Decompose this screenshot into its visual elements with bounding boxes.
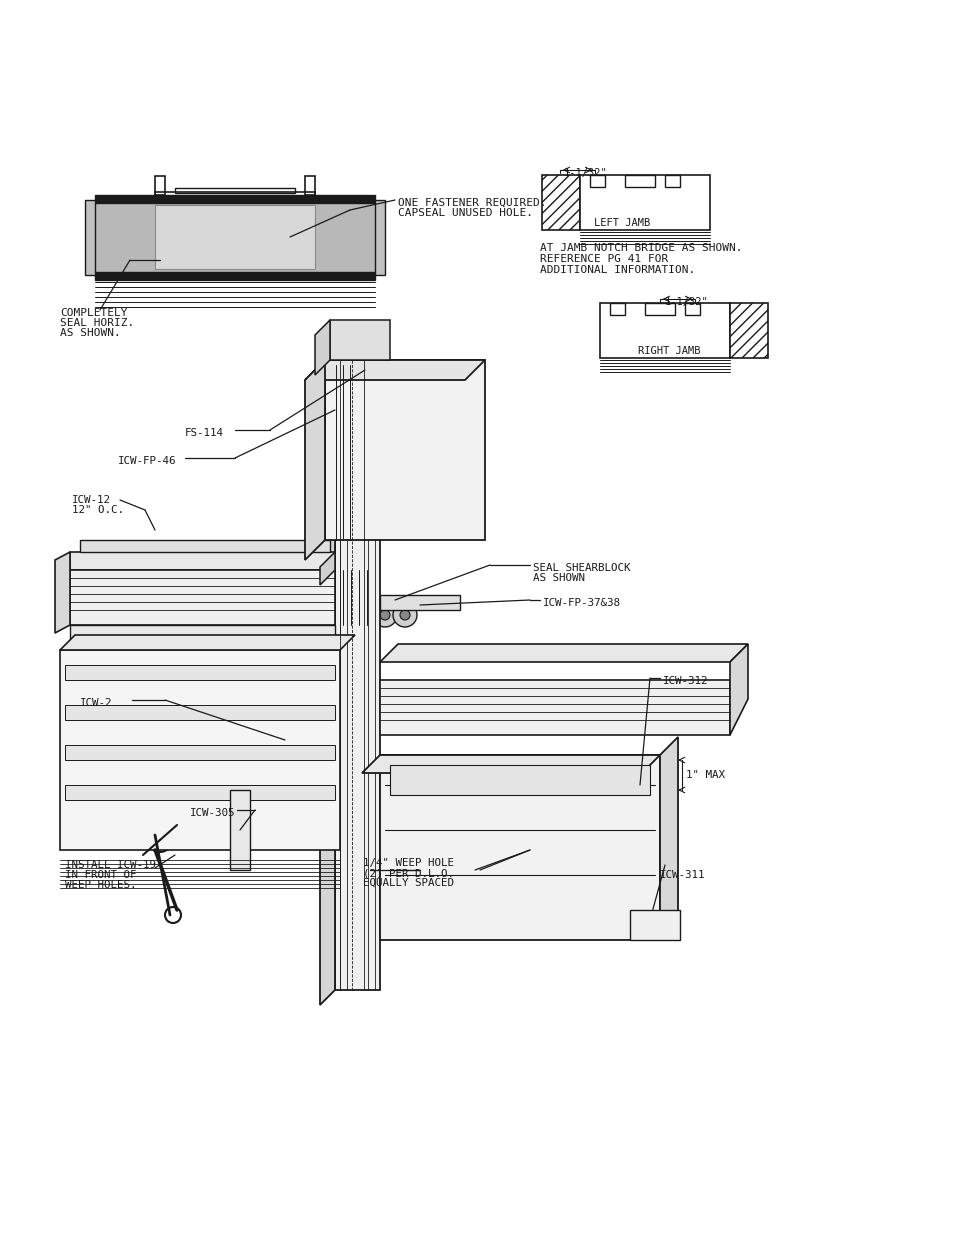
Polygon shape [70,571,335,625]
Text: 1/4" WEEP HOLE: 1/4" WEEP HOLE [363,858,454,868]
Polygon shape [379,643,747,662]
Polygon shape [379,595,459,610]
Bar [65,745,335,760]
Polygon shape [335,359,379,990]
Polygon shape [330,320,390,359]
Polygon shape [659,737,678,940]
Bar [95,272,375,280]
Polygon shape [60,635,355,650]
Circle shape [399,610,410,620]
Polygon shape [379,755,659,940]
Bar [154,177,165,195]
Text: ICW-2: ICW-2 [80,698,112,708]
Text: ONE FASTENER REQUIRED.: ONE FASTENER REQUIRED. [397,198,546,207]
Polygon shape [390,764,649,795]
Polygon shape [325,359,484,540]
Text: ICW-305: ICW-305 [190,808,235,818]
Text: WEEP HOLES.: WEEP HOLES. [65,881,136,890]
Text: 1-1/32": 1-1/32" [563,168,607,178]
Bar [154,205,314,269]
Polygon shape [55,552,70,634]
Bar [95,195,375,203]
Text: SEAL HORIZ.: SEAL HORIZ. [60,317,134,329]
Text: AS SHOWN.: AS SHOWN. [60,329,121,338]
Text: ICW-12: ICW-12 [71,495,111,505]
Polygon shape [305,359,325,559]
Text: IN FRONT OF: IN FRONT OF [65,869,136,881]
Bar [599,303,729,358]
Polygon shape [729,643,747,735]
Bar [729,303,767,358]
Text: SEAL SHEARBLOCK: SEAL SHEARBLOCK [533,563,630,573]
Polygon shape [305,359,484,380]
Polygon shape [319,359,379,375]
Polygon shape [60,650,339,850]
Bar [154,191,314,196]
Text: AT JAMB NOTCH BRIDGE AS SHOWN.: AT JAMB NOTCH BRIDGE AS SHOWN. [539,243,741,253]
Text: EQUALLY SPACED: EQUALLY SPACED [363,878,454,888]
Polygon shape [85,200,95,275]
Polygon shape [379,680,729,735]
Bar [541,175,579,230]
Text: REFERENCE PG 41 FOR: REFERENCE PG 41 FOR [539,254,667,264]
Circle shape [373,603,396,627]
Text: CAPSEAL UNUSED HOLE.: CAPSEAL UNUSED HOLE. [397,207,533,219]
Polygon shape [95,203,375,272]
Text: ICW-311: ICW-311 [659,869,705,881]
Text: ICW-312: ICW-312 [662,676,708,685]
Bar [305,177,314,195]
Polygon shape [319,552,335,585]
Circle shape [393,603,416,627]
Polygon shape [629,910,679,940]
Text: RIGHT JAMB: RIGHT JAMB [638,346,700,356]
Circle shape [339,435,350,445]
Circle shape [287,233,293,240]
Text: LEFT JAMB: LEFT JAMB [594,219,650,228]
Bar [579,175,709,230]
Bar [174,188,294,193]
Bar [65,785,335,800]
Text: ICW-FP-37&38: ICW-FP-37&38 [542,598,620,608]
Polygon shape [80,540,330,552]
Circle shape [196,233,203,240]
Bar [589,175,604,186]
Bar [664,175,679,186]
Bar [65,705,335,720]
Text: ADDITIONAL INFORMATION.: ADDITIONAL INFORMATION. [539,266,695,275]
Bar [65,664,335,680]
Text: (2) PER D.L.O.: (2) PER D.L.O. [363,868,454,878]
Text: FS-114: FS-114 [185,429,224,438]
Polygon shape [361,755,659,773]
Bar [684,303,700,315]
Bar [624,175,655,186]
Text: 1-1/32": 1-1/32" [664,296,708,308]
Polygon shape [319,359,335,1005]
Text: 1" MAX: 1" MAX [685,769,724,781]
Text: AS SHOWN: AS SHOWN [533,573,584,583]
Text: 12" O.C.: 12" O.C. [71,505,124,515]
Text: COMPLETELY: COMPLETELY [60,308,128,317]
Polygon shape [314,320,330,375]
Polygon shape [70,625,335,640]
Polygon shape [375,200,385,275]
Text: ICW-FP-46: ICW-FP-46 [118,456,176,466]
Polygon shape [70,552,335,571]
Bar [644,303,675,315]
Text: INSTALL ICW-19: INSTALL ICW-19 [65,860,156,869]
Circle shape [379,610,390,620]
Bar [609,303,624,315]
Polygon shape [230,790,250,869]
